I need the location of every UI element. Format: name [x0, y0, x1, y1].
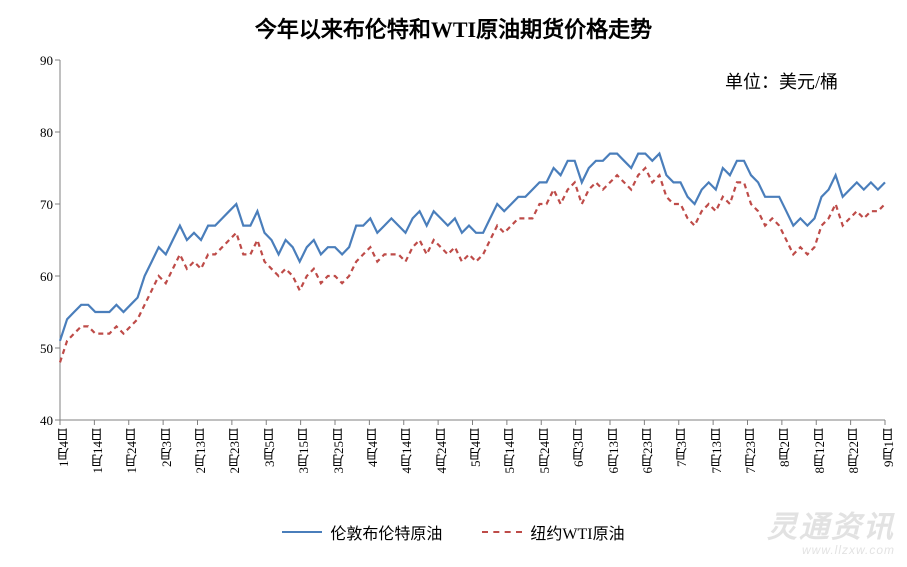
- legend-label: 伦敦布伦特原油: [330, 520, 442, 544]
- y-tick-label: 90: [25, 53, 53, 69]
- x-tick-label: 7月3日: [672, 428, 691, 467]
- plot-area: [0, 0, 907, 567]
- x-tick-label: 8月12日: [810, 428, 829, 474]
- x-tick-label: 4月24日: [432, 428, 451, 474]
- y-tick-label: 80: [25, 125, 53, 141]
- x-tick-label: 1月24日: [122, 428, 141, 474]
- x-tick-label: 2月3日: [157, 428, 176, 467]
- y-tick-label: 40: [25, 413, 53, 429]
- x-tick-label: 4月4日: [363, 428, 382, 467]
- legend-item: 纽约WTI原油: [482, 520, 624, 544]
- x-tick-label: 8月2日: [775, 428, 794, 467]
- legend-swatch: [482, 531, 522, 533]
- series-line: [60, 168, 885, 362]
- x-tick-label: 1月4日: [54, 428, 73, 467]
- series-line: [60, 154, 885, 341]
- x-tick-label: 5月14日: [500, 428, 519, 474]
- x-tick-label: 1月14日: [88, 428, 107, 474]
- x-tick-label: 2月13日: [191, 428, 210, 474]
- y-tick-label: 60: [25, 269, 53, 285]
- x-tick-label: 3月5日: [260, 428, 279, 467]
- x-tick-label: 3月15日: [294, 428, 313, 474]
- x-tick-label: 6月3日: [569, 428, 588, 467]
- legend: 伦敦布伦特原油 纽约WTI原油: [0, 520, 907, 544]
- x-tick-label: 8月22日: [844, 428, 863, 474]
- x-tick-label: 6月23日: [638, 428, 657, 474]
- y-tick-label: 50: [25, 341, 53, 357]
- legend-label: 纽约WTI原油: [530, 520, 624, 544]
- x-tick-label: 3月25日: [329, 428, 348, 474]
- x-tick-label: 4月14日: [397, 428, 416, 474]
- x-tick-label: 7月13日: [707, 428, 726, 474]
- y-tick-label: 70: [25, 197, 53, 213]
- x-tick-label: 5月4日: [466, 428, 485, 467]
- legend-item: 伦敦布伦特原油: [282, 520, 442, 544]
- legend-swatch: [282, 531, 322, 533]
- x-tick-label: 9月1日: [879, 428, 898, 467]
- x-tick-label: 5月24日: [535, 428, 554, 474]
- x-tick-label: 7月23日: [741, 428, 760, 474]
- x-tick-label: 2月23日: [225, 428, 244, 474]
- x-tick-label: 6月13日: [604, 428, 623, 474]
